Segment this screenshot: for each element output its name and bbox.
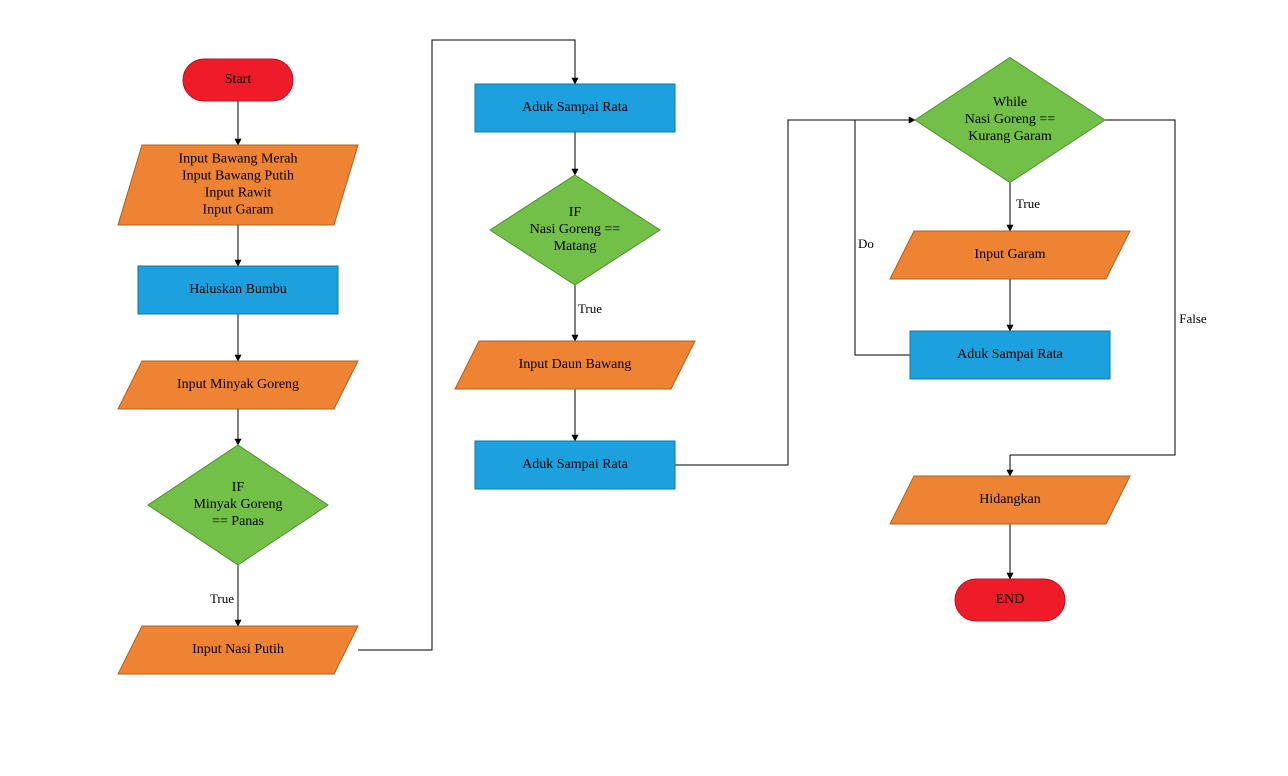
edge-label-14: False <box>1179 311 1207 326</box>
svg-text:Input Bawang Putih: Input Bawang Putih <box>182 169 294 184</box>
node-halus: Haluskan Bumbu <box>138 266 338 314</box>
svg-text:Start: Start <box>225 72 252 87</box>
svg-text:Minyak Goreng: Minyak Goreng <box>193 497 282 512</box>
edge-9 <box>675 120 915 465</box>
node-while: While Nasi Goreng == Kurang Garam <box>915 58 1105 183</box>
svg-text:IF: IF <box>232 480 245 495</box>
node-ifmatang: IF Nasi Goreng == Matang <box>490 175 660 285</box>
nodes-group: Start Input Bawang Merah Input Bawang Puti… <box>118 58 1130 675</box>
node-inputs1: Input Bawang Merah Input Bawang Putih Inpu… <box>118 145 358 225</box>
node-aduk2: Aduk Sampai Rata <box>475 441 675 489</box>
svg-text:IF: IF <box>569 205 582 220</box>
flowchart-canvas: True True True Do False Start Input Bawang Mer… <box>0 0 1288 776</box>
svg-text:Aduk Sampai Rata: Aduk Sampai Rata <box>957 347 1064 362</box>
edge-13 <box>855 120 915 240</box>
svg-text:Hidangkan: Hidangkan <box>979 492 1040 507</box>
node-end: END <box>955 579 1065 621</box>
svg-text:END: END <box>996 592 1025 607</box>
node-nasi: Input Nasi Putih <box>118 626 358 674</box>
node-minyak: Input Minyak Goreng <box>118 361 358 409</box>
svg-text:Input Garam: Input Garam <box>202 203 273 218</box>
svg-text:Input Daun Bawang: Input Daun Bawang <box>519 357 632 372</box>
node-garam: Input Garam <box>890 231 1130 279</box>
edge-label-4: True <box>210 591 234 606</box>
svg-text:== Panas: == Panas <box>212 514 264 529</box>
node-ifpanas: IF Minyak Goreng == Panas <box>148 445 328 565</box>
svg-text:Input Rawit: Input Rawit <box>205 186 272 201</box>
node-hidang: Hidangkan <box>890 476 1130 524</box>
node-daun: Input Daun Bawang <box>455 341 695 389</box>
svg-text:Input Garam: Input Garam <box>974 247 1045 262</box>
svg-text:Nasi Goreng ==: Nasi Goreng == <box>530 222 621 237</box>
edge-14 <box>1010 120 1175 455</box>
edge-label-7: True <box>578 301 602 316</box>
svg-text:While: While <box>993 95 1027 110</box>
node-aduk3: Aduk Sampai Rata <box>910 331 1110 379</box>
svg-text:Matang: Matang <box>554 239 597 254</box>
svg-text:Haluskan Bumbu: Haluskan Bumbu <box>189 282 287 297</box>
svg-text:Aduk Sampai Rata: Aduk Sampai Rata <box>522 100 629 115</box>
svg-text:Input Bawang Merah: Input Bawang Merah <box>179 152 298 167</box>
node-aduk1: Aduk Sampai Rata <box>475 84 675 132</box>
svg-text:Nasi Goreng ==: Nasi Goreng == <box>965 112 1056 127</box>
svg-text:Aduk Sampai Rata: Aduk Sampai Rata <box>522 457 629 472</box>
node-start: Start <box>183 59 293 101</box>
svg-text:Input Nasi Putih: Input Nasi Putih <box>192 642 284 657</box>
svg-text:Kurang Garam: Kurang Garam <box>968 129 1052 144</box>
edge-label-12: Do <box>858 236 874 251</box>
edge-label-10: True <box>1016 196 1040 211</box>
svg-text:Input Minyak Goreng: Input Minyak Goreng <box>177 377 299 392</box>
